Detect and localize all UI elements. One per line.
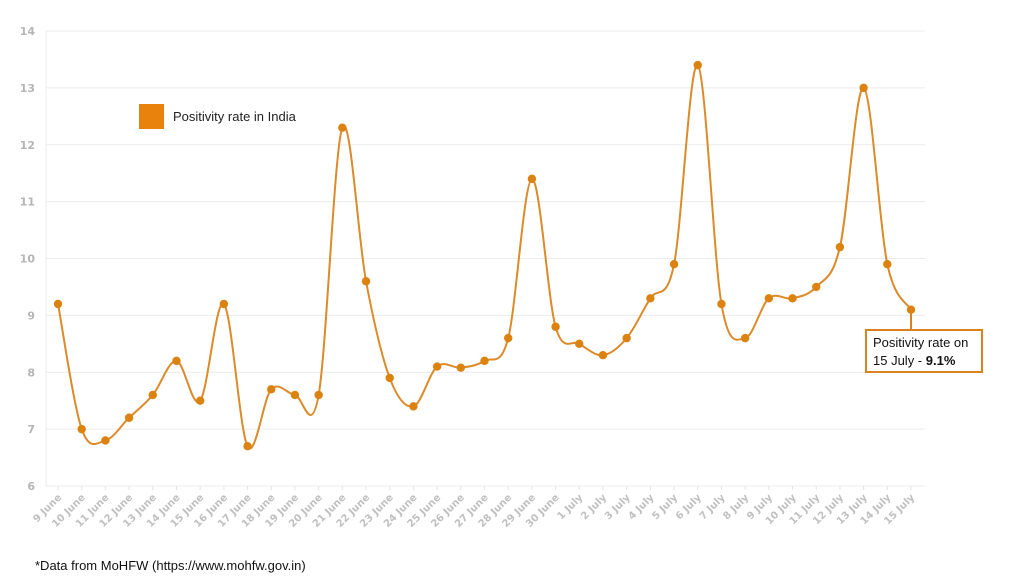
data-point (456, 363, 466, 372)
callout-line2: 15 July - (873, 353, 926, 368)
data-points (53, 60, 916, 451)
data-point (101, 436, 110, 445)
data-point (883, 259, 892, 269)
y-axis: 6 7 8 9 10 11 12 13 14 (20, 25, 36, 493)
data-point (551, 322, 560, 331)
callout-annotation: Positivity rate on 15 July - 9.1% (865, 329, 983, 373)
y-tick-label: 14 (20, 25, 36, 38)
callout-value: 9.1% (925, 353, 956, 368)
y-tick-label: 13 (20, 82, 35, 95)
data-point (124, 413, 134, 422)
data-point (172, 356, 181, 366)
footnote-source: *Data from MoHFW (https://www.mohfw.gov.… (35, 558, 306, 573)
data-point (717, 299, 726, 309)
data-point (267, 385, 276, 394)
y-tick-label: 11 (20, 196, 35, 209)
data-point (148, 390, 157, 400)
data-point (575, 339, 584, 349)
data-point (77, 424, 86, 434)
y-tick-label: 12 (20, 139, 35, 152)
data-point (432, 362, 442, 371)
data-point (290, 390, 300, 400)
data-point (314, 390, 323, 400)
data-point (764, 294, 774, 303)
y-tick-label: 7 (27, 423, 35, 436)
y-tick-label: 9 (27, 309, 35, 322)
legend: Positivity rate in India (139, 104, 296, 129)
data-point (740, 333, 750, 343)
y-tick-label: 8 (27, 366, 35, 379)
data-point (693, 60, 702, 70)
data-point (812, 282, 821, 292)
data-point (598, 350, 608, 360)
data-point (409, 402, 418, 411)
data-point (385, 373, 394, 383)
data-point (53, 299, 63, 309)
data-point (195, 396, 205, 405)
y-tick-label: 10 (20, 253, 36, 266)
y-tick-label: 6 (27, 480, 35, 493)
data-point (622, 333, 631, 343)
legend-label: Positivity rate in India (173, 109, 296, 124)
legend-swatch (139, 104, 164, 129)
data-point (788, 294, 797, 303)
data-point (669, 259, 679, 269)
data-point (503, 333, 513, 343)
data-point (480, 356, 489, 366)
data-point (219, 299, 229, 309)
gridlines (45, 30, 925, 487)
callout-line1: Positivity rate on (873, 335, 969, 350)
data-point (646, 294, 655, 303)
data-point (527, 174, 537, 184)
data-point (338, 123, 347, 132)
data-point (243, 441, 252, 451)
data-point (361, 277, 371, 286)
data-point (859, 83, 868, 93)
data-point (835, 242, 845, 252)
